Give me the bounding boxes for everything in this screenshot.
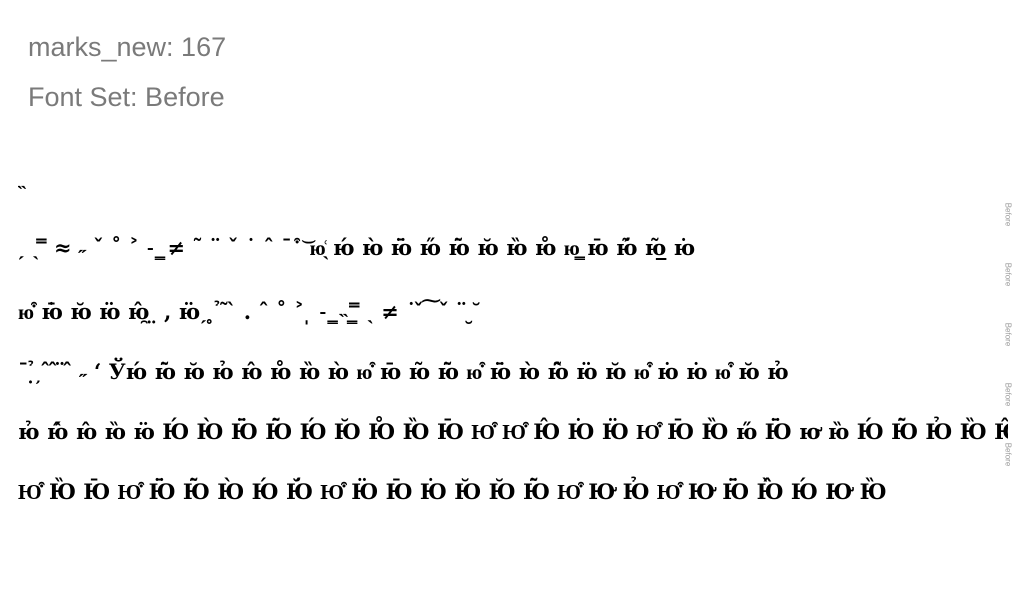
glyph-line-3: ю͒ ю̄̇ ю̆ ю̈ ю̯̂ ̤ , ю̈ˏ ̥ ̉ ̃ ̀ . ˆ ˚ ˃… [18, 299, 482, 324]
side-tag-before: Before [1003, 202, 1013, 227]
side-tag-before: Before [1003, 382, 1013, 407]
side-tag-before: Before [1003, 442, 1013, 467]
glyph-line-6: Ю͒ Ю̏ Ю̄ Ю͒ Ю̈̄ Ю̃̄ Ю̀ Ю́ Ю̆́ Ю͒ Ю̈ Ю̄ Ю… [18, 479, 887, 504]
header: marks_new: 167 Font Set: Before [28, 22, 226, 122]
glyph-line-2: ˏ ˎ ̿ ≈ ˶ ˇ ˚ ˃ ˗ ͇ ≠ ˜ ¨ ˇ ˙ ˆ ˉ ͒ ͝ ю̖… [18, 235, 696, 260]
glyph-line-1: ˵ [18, 171, 25, 196]
glyph-line-5: ю̉ ю̂́ ю̂ ю̏ ю̈ Ю́ Ю̀ Ю̈̄ Ю̃̄ Ю́ Ю̆ Ю̊ Ю… [18, 419, 1008, 444]
side-tag-before: Before [1003, 322, 1013, 347]
marks-count-title: marks_new: 167 [28, 32, 227, 62]
font-set-label: Font Set: Before [28, 82, 225, 112]
glyph-line-4: ˉ ̣̉ ̦ ̂ ̂ ̈ ̂ ˶ ʻ Ўю́ ю̃̄ ю̆ ю̉ ю̂ ю̊ ю… [18, 359, 789, 384]
side-tag-before: Before [1003, 262, 1013, 287]
